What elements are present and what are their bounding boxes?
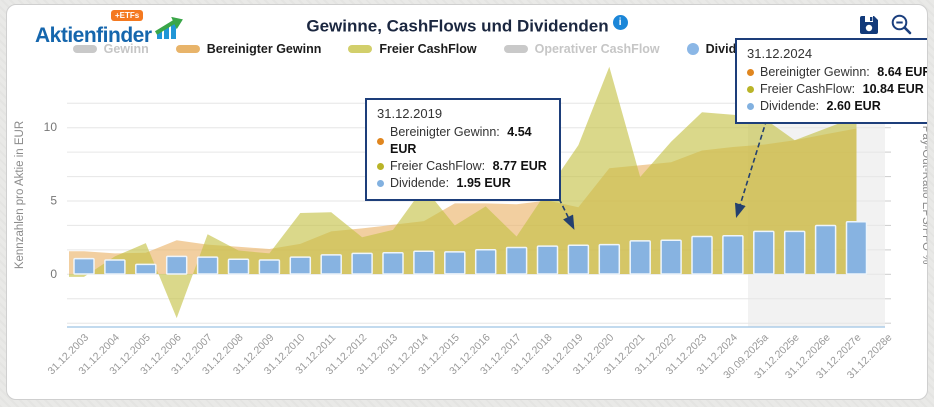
- page-title-text: Gewinne, CashFlows und Dividenden: [306, 16, 609, 36]
- series-dot-icon: [747, 103, 754, 110]
- legend-item-freier-cashflow[interactable]: Freier CashFlow: [348, 42, 477, 56]
- svg-text:Pay-Out-Ratio EPS/FFO %: Pay-Out-Ratio EPS/FFO %: [920, 126, 928, 265]
- chart-legend: Gewinn Bereinigter Gewinn Freier CashFlow O…: [7, 42, 879, 56]
- tooltip-row: Bereinigter Gewinn: 8.64 EUR: [747, 64, 927, 81]
- chart-tooltip-2024: 31.12.2024 Bereinigter Gewinn: 8.64 EUR F…: [735, 38, 927, 124]
- page-title: Gewinne, CashFlows und Dividenden i: [7, 15, 927, 37]
- tooltip-row: Freier CashFlow: 8.77 EUR: [377, 158, 549, 175]
- info-icon[interactable]: i: [612, 15, 628, 30]
- legend-item-gewinn[interactable]: Gewinn: [72, 42, 149, 56]
- series-dot-icon: [377, 180, 384, 187]
- legend-swatch: [348, 45, 373, 53]
- legend-item-bereinigter-gewinn[interactable]: Bereinigter Gewinn: [175, 42, 322, 56]
- series-dot-icon: [377, 163, 384, 170]
- save-icon[interactable]: [858, 14, 880, 41]
- series-dot-icon: [747, 69, 754, 76]
- tooltip-date: 31.12.2024: [747, 46, 813, 61]
- legend-item-operativer-cashflow[interactable]: Operativer CashFlow: [503, 42, 660, 56]
- svg-text:10: 10: [44, 120, 58, 134]
- svg-text:5: 5: [50, 194, 57, 208]
- svg-text:Kennzahlen pro Aktie in EUR: Kennzahlen pro Aktie in EUR: [14, 121, 26, 269]
- logo-etfs-badge: +ETFs: [111, 10, 144, 21]
- tooltip-row: Freier CashFlow: 10.84 EUR: [747, 81, 927, 98]
- series-dot-icon: [747, 86, 754, 93]
- legend-label: Freier CashFlow: [379, 42, 477, 56]
- aktienfinder-logo[interactable]: Aktienfinder +ETFs: [35, 10, 186, 47]
- tooltip-row: Dividende: 1.95 EUR: [377, 175, 549, 192]
- tooltip-date: 31.12.2019: [377, 106, 443, 121]
- legend-swatch: [686, 43, 699, 55]
- bar-chart-arrow-icon: [154, 16, 186, 46]
- svg-text:0: 0: [50, 267, 57, 281]
- legend-label: Gewinn: [103, 42, 149, 56]
- chart-tooltip-2019: 31.12.2019 Bereinigter Gewinn: 4.54 EUR F…: [365, 98, 561, 201]
- legend-swatch: [175, 45, 200, 53]
- legend-swatch: [72, 45, 97, 53]
- tooltip-row: Dividende: 2.60 EUR: [747, 98, 927, 115]
- logo-text: Aktienfinder: [35, 24, 152, 47]
- series-dot-icon: [377, 137, 384, 145]
- chart-card: Aktienfinder +ETFs Gewinne, CashFlows un…: [6, 4, 928, 400]
- tooltip-row: Bereinigter Gewinn: 4.54 EUR: [377, 124, 549, 158]
- legend-label: Operativer CashFlow: [534, 42, 660, 56]
- legend-swatch: [503, 45, 528, 53]
- zoom-out-icon[interactable]: [890, 13, 913, 41]
- legend-label: Bereinigter Gewinn: [206, 42, 322, 56]
